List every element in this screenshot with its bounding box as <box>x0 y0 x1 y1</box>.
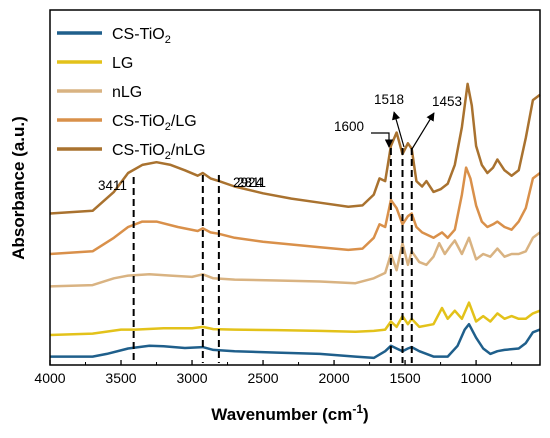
arrow-1518 <box>392 111 405 148</box>
x-tick-label: 2000 <box>318 370 349 386</box>
x-tick-label: 3500 <box>105 370 136 386</box>
peak-label-1518: 1518 <box>374 92 404 107</box>
legend-label-4: CS-TiO2​/nLG <box>112 142 206 162</box>
x-tick-label: 3000 <box>176 370 207 386</box>
x-tick-label: 1500 <box>389 370 420 386</box>
legend-label-3: CS-TiO2​/LG <box>112 113 197 133</box>
y-axis-title: Absorbance (a.u.) <box>9 116 28 260</box>
arrow-1600 <box>371 132 394 148</box>
legend-label-2: nLG <box>112 84 142 101</box>
legend: CS-TiO2​ LG nLG CS-TiO2​/LG CS-TiO2​/nLG <box>57 26 206 162</box>
peak-label-1600: 1600 <box>334 119 364 134</box>
peak-label-1453: 1453 <box>432 94 462 109</box>
peak-label-2924: 2924 <box>233 175 264 190</box>
series-line-1 <box>49 301 541 337</box>
arrow-1453 <box>411 112 435 150</box>
x-axis-title: Wavenumber (cm-1) <box>211 402 368 424</box>
x-tick-label: 1000 <box>461 370 492 386</box>
x-tick-label: 4000 <box>34 370 65 386</box>
series-line-2 <box>49 231 541 288</box>
legend-label-0: CS-TiO2​ <box>112 26 171 46</box>
x-axis-ticks: 4000 3500 3000 2500 2000 1500 1000 <box>34 360 513 386</box>
series-line-3 <box>49 166 541 256</box>
peak-label-2811: 2811 <box>237 175 266 190</box>
peak-label-3411: 3411 <box>98 178 127 193</box>
x-tick-label: 2500 <box>247 370 278 386</box>
plot-frame <box>49 9 541 366</box>
peak-marker-lines <box>132 148 413 363</box>
legend-label-1: LG <box>112 55 133 72</box>
